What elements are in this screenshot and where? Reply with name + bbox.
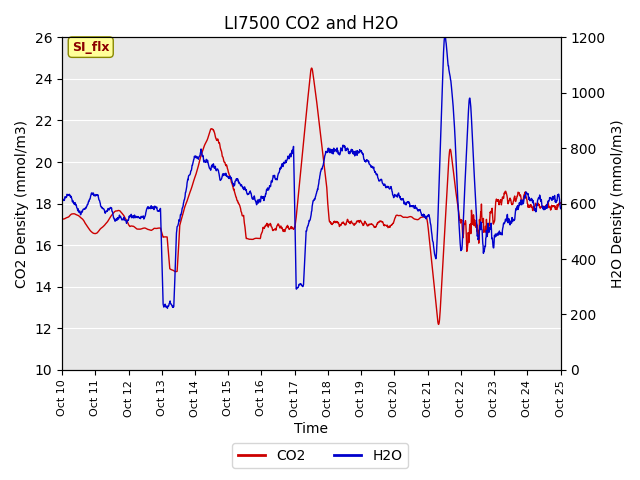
H2O [441,35,449,40]
H2O [280,160,288,166]
H2O [342,148,350,154]
H2O [270,174,278,180]
X-axis label: Time: Time [294,422,328,436]
H2O [58,198,66,204]
Title: LI7500 CO2 and H2O: LI7500 CO2 and H2O [224,15,399,33]
H2O [97,203,104,209]
CO2 [280,227,288,233]
Y-axis label: CO2 Density (mmol/m3): CO2 Density (mmol/m3) [15,120,29,288]
Line: H2O: H2O [62,37,561,308]
H2O [289,146,297,152]
CO2 [557,200,564,205]
CO2 [269,227,277,233]
Y-axis label: H2O Density (mmol/m3): H2O Density (mmol/m3) [611,120,625,288]
H2O [557,206,564,212]
H2O [164,305,172,311]
Line: CO2: CO2 [62,68,561,324]
H2O [117,215,125,220]
Text: SI_flx: SI_flx [72,41,109,54]
CO2 [97,226,104,231]
CO2 [435,322,442,327]
CO2 [308,65,316,71]
CO2 [117,209,125,215]
Legend: CO2, H2O: CO2, H2O [232,443,408,468]
CO2 [58,216,66,222]
CO2 [289,226,297,232]
CO2 [342,222,350,228]
